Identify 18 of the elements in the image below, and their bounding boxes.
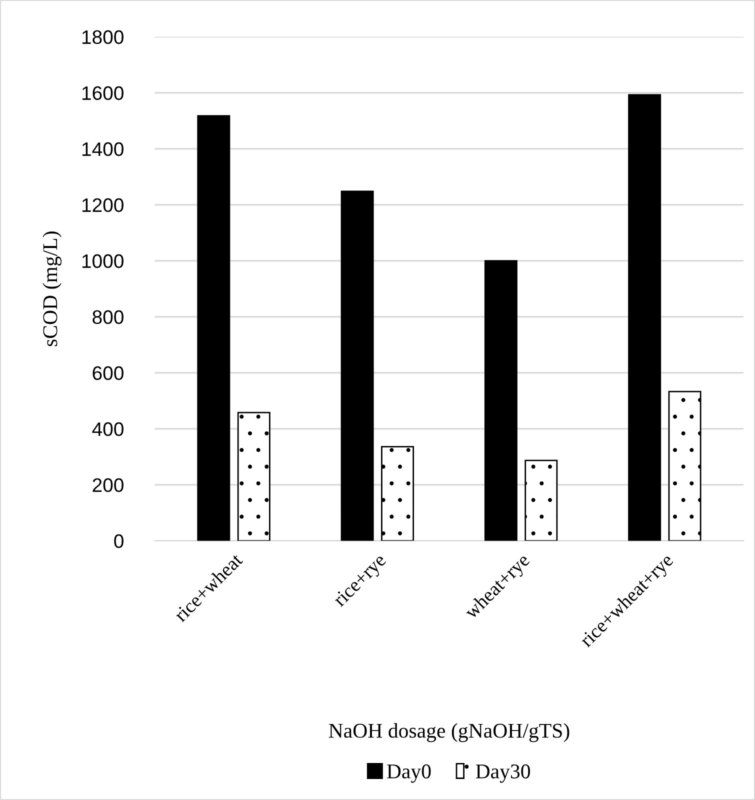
- x-axis-title: NaOH dosage (gNaOH/gTS): [328, 723, 570, 742]
- bar: [340, 190, 374, 541]
- y-tick-label: 200: [92, 478, 124, 492]
- y-tick-label: 0: [114, 534, 124, 548]
- y-tick-label: 400: [92, 422, 124, 436]
- y-tick-label: 1000: [82, 254, 124, 268]
- y-tick-label: 1200: [82, 198, 124, 212]
- bar: [484, 260, 518, 541]
- y-tick-label: 600: [92, 366, 124, 380]
- y-tick-label: 1400: [82, 142, 124, 156]
- legend-label: Day0: [386, 764, 431, 783]
- y-axis-title: sCOD (mg/L): [42, 232, 62, 346]
- y-tick-label: 1800: [82, 30, 124, 44]
- bar: [197, 115, 230, 541]
- bar: [628, 94, 662, 541]
- y-tick-label: 1600: [82, 86, 124, 100]
- legend-label: Day30: [476, 764, 530, 783]
- y-tick-label: 800: [92, 310, 124, 324]
